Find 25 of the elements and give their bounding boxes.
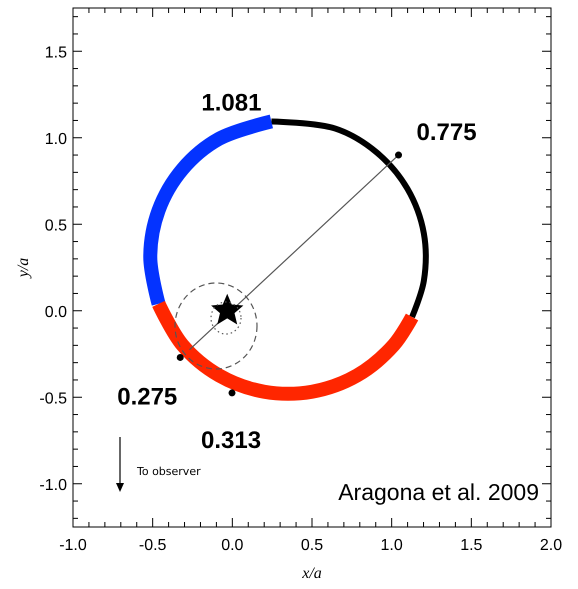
annotation: 1.081 [201, 89, 262, 116]
x-tick-label: 2.0 [540, 537, 562, 554]
annotation: Aragona et al. 2009 [338, 479, 539, 505]
y-tick-label: 0.0 [44, 304, 68, 321]
annotation: 0.275 [117, 383, 178, 410]
annotation: 0.313 [201, 426, 262, 454]
x-tick-label: 1.5 [460, 537, 483, 554]
x-tick-label: 1.0 [380, 537, 403, 554]
point [395, 152, 402, 159]
x-tick-label: 0.5 [300, 537, 324, 554]
x-tick-label: -1.0 [59, 537, 87, 554]
y-axis-title: y/a [15, 258, 32, 280]
x-tick-label: 0.0 [221, 537, 244, 554]
point [211, 294, 244, 325]
x-tick-label: -0.5 [138, 537, 167, 554]
y-tick-label: -1.0 [39, 476, 68, 494]
y-tick-label: -0.5 [39, 390, 68, 408]
point [176, 354, 184, 361]
y-tick-label: 0.5 [44, 217, 68, 234]
annotation: 0.775 [416, 119, 477, 146]
annotation: To observer [136, 465, 202, 478]
point [228, 389, 236, 396]
x-axis-title: x/a [301, 565, 322, 582]
y-tick-label: 1.0 [44, 130, 68, 148]
y-tick-label: 1.5 [44, 44, 68, 62]
